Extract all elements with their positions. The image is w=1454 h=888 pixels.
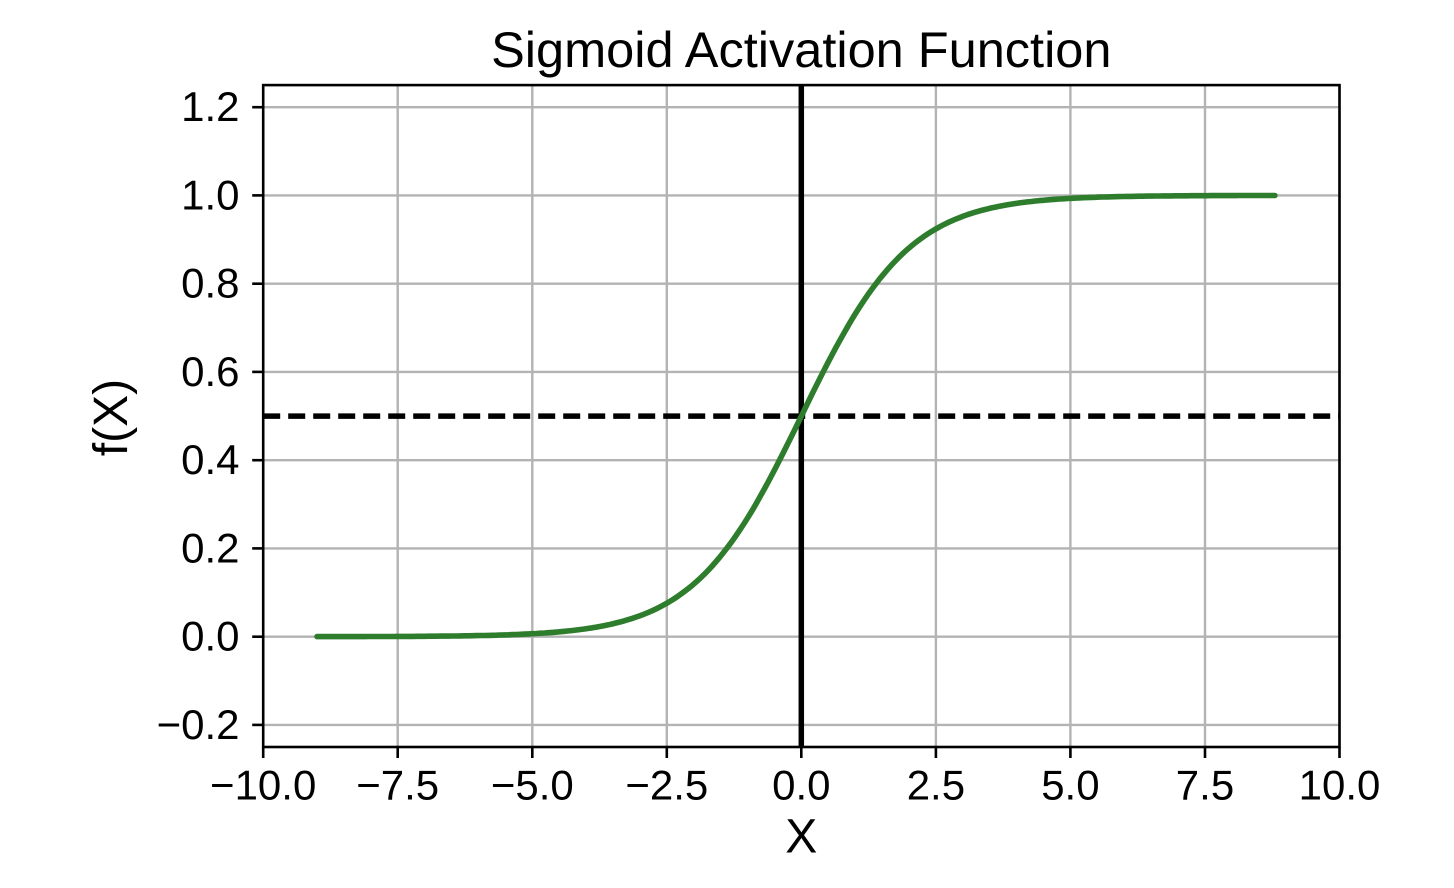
svg-text:5.0: 5.0 (1041, 762, 1099, 809)
svg-text:X: X (785, 811, 817, 864)
svg-text:0.4: 0.4 (181, 436, 239, 483)
svg-text:0.0: 0.0 (772, 762, 830, 809)
svg-text:−0.2: −0.2 (157, 701, 240, 748)
svg-text:−10.0: −10.0 (210, 762, 316, 809)
svg-text:0.8: 0.8 (181, 260, 239, 307)
svg-text:−5.0: −5.0 (491, 762, 574, 809)
svg-text:10.0: 10.0 (1299, 762, 1381, 809)
svg-text:−7.5: −7.5 (356, 762, 439, 809)
svg-text:0.6: 0.6 (181, 348, 239, 395)
svg-text:−2.5: −2.5 (625, 762, 708, 809)
svg-text:1.0: 1.0 (181, 171, 239, 218)
svg-text:0.0: 0.0 (181, 613, 239, 660)
svg-text:Sigmoid Activation Function: Sigmoid Activation Function (491, 21, 1111, 78)
svg-text:2.5: 2.5 (907, 762, 965, 809)
svg-text:1.2: 1.2 (181, 83, 239, 130)
svg-text:0.2: 0.2 (181, 524, 239, 571)
svg-text:7.5: 7.5 (1176, 762, 1234, 809)
svg-text:f(X): f(X) (85, 379, 138, 456)
